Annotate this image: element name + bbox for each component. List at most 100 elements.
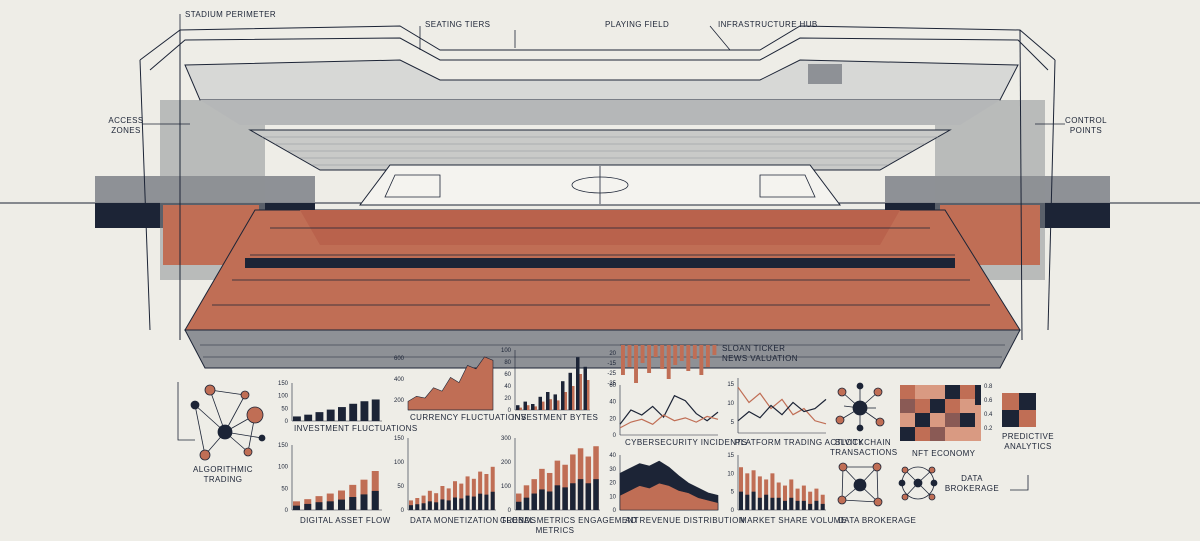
nft-cell-2-0: [900, 413, 915, 427]
inv-bytes-s2-bar-2: [534, 406, 537, 410]
inv-bytes-s2-bar-9: [587, 380, 590, 410]
predictive-cell-1-1: [1019, 410, 1036, 427]
cyber-tick-3: 0: [613, 433, 617, 439]
inv-bytes-s2-bar-5: [557, 400, 560, 410]
cyber-tick-0: 60: [609, 383, 616, 389]
nft-cell-3-0: [900, 427, 915, 441]
inv-bytes-tick-0: 100: [501, 348, 512, 354]
market-s1-bar-10: [801, 485, 806, 510]
global-tick-2: 100: [501, 484, 512, 490]
monet-tick-0: 150: [394, 436, 405, 442]
inv-bytes-s2-bar-7: [572, 386, 575, 410]
sloan-bar-14: [712, 345, 717, 355]
nft-cell-3-2: [930, 427, 945, 441]
digital-tick-2: 50: [281, 486, 288, 492]
label-control-line2: POINTS: [1069, 126, 1103, 135]
label-currency-fluctuations: CURRENCY FLUCTUATIONS: [410, 413, 527, 422]
label-data-brokerage-line1: DATA: [961, 474, 983, 483]
nft-cell-1-0: [900, 399, 915, 413]
monet-s1-bar-10: [471, 478, 476, 510]
inv-fluct-bar-7: [371, 399, 380, 421]
global-s2-bar-6: [562, 487, 568, 510]
monet-s1-bar-2: [421, 495, 426, 510]
inv-fluct-bar-1: [304, 414, 313, 421]
sloan-bar-0: [621, 345, 625, 375]
nft-cell-1-1: [915, 399, 930, 413]
monet-s2-bar-6: [446, 500, 451, 510]
monet-s1-bar-13: [490, 466, 495, 510]
digital-s2-bar-1: [304, 503, 312, 510]
label-ad-revenue-distribution: AD REVENUE DISTRIBUTION: [625, 516, 745, 525]
nft-cell-1-3: [945, 399, 960, 413]
monet-s1-bar-4: [434, 493, 439, 510]
inv-bytes-s2-bar-4: [549, 399, 552, 410]
global-tick-3: 0: [508, 508, 512, 514]
nft-cell-2-3: [945, 413, 960, 427]
inv-bytes-s2-bar-0: [519, 407, 522, 410]
monet-s2-bar-0: [409, 505, 413, 510]
sloan-bar-2: [634, 345, 638, 383]
label-algorithmic-trading: ALGORITHMIC TRADING: [188, 465, 258, 485]
monet-s2-bar-8: [459, 498, 464, 510]
label-predictive-line1: PREDICTIVE: [1001, 432, 1054, 441]
sloan-bar-7: [666, 345, 671, 379]
monet-tick-1: 100: [394, 460, 405, 466]
digital-tick-1: 100: [278, 465, 289, 471]
platform-line-1: [737, 386, 827, 425]
inv-bytes-s1-bar-4: [546, 392, 550, 410]
label-blockchain-transactions: BLOCKCHAIN TRANSACTIONS: [830, 438, 897, 458]
monet-s2-bar-1: [415, 504, 420, 510]
sloan-bar-11: [692, 345, 697, 359]
inv-bytes-tick-5: 0: [508, 408, 512, 414]
sloan-tick-3: -35: [607, 381, 616, 387]
market-s1-bar-13: [820, 494, 825, 510]
monet-s1-bar-9: [465, 476, 470, 510]
market-s2-bar-7: [783, 500, 787, 510]
market-s1-bar-1: [745, 473, 750, 510]
label-infrastructure-hub: INFRASTRUCTURE HUB: [718, 20, 818, 29]
inv-fluct-bar-5: [349, 403, 358, 421]
global-s2-bar-1: [523, 497, 530, 510]
sloan-bar-8: [673, 345, 678, 365]
nft-cell-0-2: [930, 385, 945, 399]
market-s1-bar-6: [776, 482, 781, 510]
label-global-metrics: GLOBAL METRICS ENGAGEMENT METRICS: [500, 516, 639, 536]
digital-tick-0: 150: [278, 443, 289, 449]
monet-s2-bar-5: [440, 499, 445, 510]
inv-fluct-tick-0: 150: [278, 381, 289, 387]
inv-fluct-bar-0: [293, 416, 301, 421]
market-s2-bar-4: [764, 494, 769, 510]
label-control-line1: CONTROL: [1065, 116, 1107, 125]
digital-s1-bar-7: [371, 471, 379, 510]
currency-area: [407, 356, 494, 411]
global-s2-bar-9: [585, 483, 592, 510]
nft-colorbar-tick-3: 0.2: [984, 426, 993, 432]
seating-tier-upper: [248, 129, 952, 171]
adrev-tick-2: 20: [609, 481, 616, 487]
currency-tick-1: 400: [394, 377, 405, 383]
global-tick-0: 300: [501, 436, 512, 442]
market-tick-0: 15: [727, 453, 734, 459]
inv-bytes-s1-bar-1: [523, 401, 527, 410]
field-markings: [384, 166, 816, 204]
label-seating-tiers: SEATING TIERS: [425, 20, 491, 29]
label-access-line2: ZONES: [111, 126, 141, 135]
monet-s1-bar-3: [427, 490, 432, 510]
monet-s1-bar-8: [459, 483, 464, 510]
upper-tier-rows: [262, 136, 938, 166]
global-s2-bar-0: [516, 501, 522, 510]
label-playing-field: PLAYING FIELD: [605, 20, 670, 29]
inv-bytes-s1-bar-9: [583, 366, 587, 410]
market-tick-1: 10: [727, 471, 734, 477]
platform-tick-1: 10: [727, 401, 734, 407]
inv-fluct-tick-1: 100: [278, 394, 289, 400]
global-s2-bar-7: [570, 483, 576, 510]
label-algo-line2: TRADING: [203, 475, 243, 484]
global-s2-bar-5: [554, 485, 561, 510]
market-s2-bar-12: [814, 500, 819, 510]
monet-s2-bar-4: [434, 502, 439, 510]
label-cybersecurity-incidents: CYBERSECURITY INCIDENTS: [625, 438, 748, 447]
global-s1-bar-5: [554, 460, 561, 510]
monet-tick-3: 0: [401, 508, 405, 514]
digital-s2-bar-2: [315, 502, 323, 510]
